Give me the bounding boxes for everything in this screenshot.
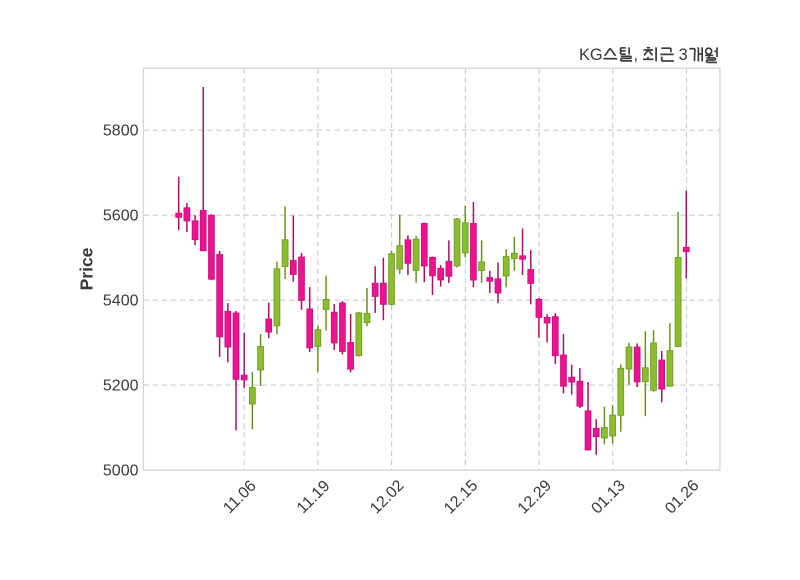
svg-text:5000: 5000	[103, 462, 139, 479]
svg-text:,: ,	[634, 46, 639, 64]
svg-text:KG: KG	[579, 46, 603, 64]
svg-text:5600: 5600	[103, 208, 139, 225]
svg-text:Price: Price	[77, 247, 97, 290]
svg-text:5800: 5800	[103, 123, 139, 140]
svg-text:3: 3	[679, 46, 688, 64]
svg-text:5200: 5200	[103, 377, 139, 394]
svg-text:5400: 5400	[103, 293, 139, 310]
